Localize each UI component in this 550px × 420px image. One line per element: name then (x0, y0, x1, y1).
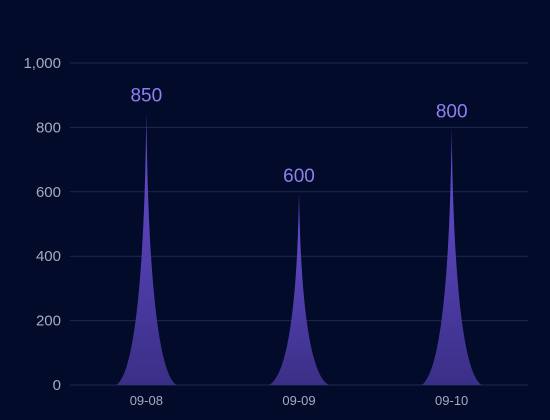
data-label: 850 (130, 85, 162, 106)
x-tick-label: 09-09 (282, 393, 315, 408)
y-tick-label: 0 (53, 377, 61, 394)
data-label: 600 (283, 166, 315, 187)
x-tick-label: 09-08 (130, 393, 163, 408)
bar-spike (421, 127, 482, 386)
x-tick-label: 09-10 (435, 393, 468, 408)
y-tick-label: 400 (36, 248, 61, 265)
bar-spike (269, 191, 329, 385)
y-tick-label: 200 (36, 313, 61, 330)
data-labels-layer: 850 600 800 (130, 85, 467, 187)
data-label: 800 (436, 101, 468, 122)
bars-layer (116, 111, 482, 386)
y-tick-label: 1,000 (23, 55, 61, 72)
y-axis: 0 200 400 600 800 1,000 (23, 55, 61, 394)
y-tick-label: 600 (36, 184, 61, 201)
bar-spike (116, 111, 177, 386)
y-tick-label: 800 (36, 119, 61, 136)
x-axis: 09-08 09-09 09-10 (130, 393, 469, 408)
